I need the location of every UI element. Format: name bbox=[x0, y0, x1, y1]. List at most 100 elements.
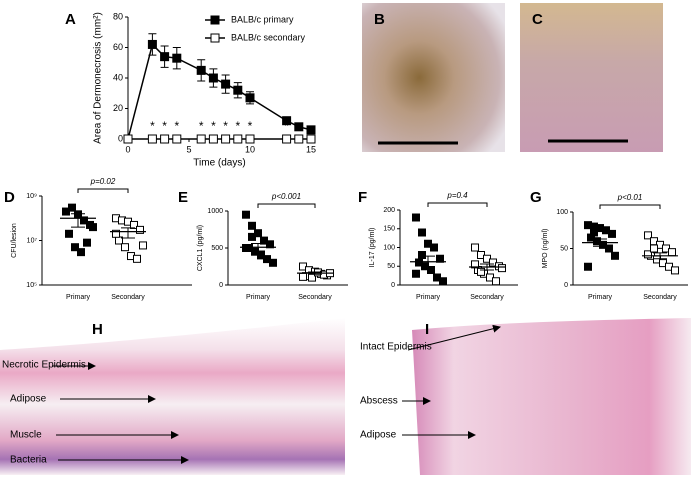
point bbox=[590, 228, 598, 237]
y-tick-label: 0 bbox=[391, 282, 395, 289]
callout: Abscess bbox=[360, 396, 398, 407]
panel-label: G bbox=[530, 189, 542, 206]
point bbox=[299, 272, 307, 281]
bracket bbox=[599, 204, 661, 209]
point bbox=[245, 134, 255, 144]
point bbox=[65, 229, 73, 238]
error-bar bbox=[653, 252, 667, 260]
point bbox=[221, 79, 231, 89]
significance: * bbox=[162, 119, 167, 133]
point bbox=[248, 221, 256, 230]
point bbox=[584, 262, 592, 271]
point bbox=[221, 134, 231, 144]
legend-label: BALB/c secondary bbox=[231, 32, 306, 42]
point bbox=[418, 251, 426, 259]
point bbox=[242, 210, 250, 219]
y-tick-label: 500 bbox=[211, 245, 223, 252]
point bbox=[208, 73, 218, 83]
point bbox=[196, 65, 206, 75]
point bbox=[248, 232, 256, 241]
x-tick-label: Primary bbox=[588, 294, 613, 301]
point bbox=[608, 229, 616, 238]
point bbox=[412, 269, 420, 278]
panel-label: D bbox=[4, 189, 15, 206]
point bbox=[644, 250, 652, 259]
point bbox=[294, 122, 304, 132]
point bbox=[269, 258, 277, 267]
error-bar bbox=[593, 238, 607, 247]
panel-label: I bbox=[425, 321, 429, 338]
p-value: p<0.001 bbox=[271, 192, 301, 201]
y-tick-label: 100 bbox=[556, 209, 568, 216]
point bbox=[172, 134, 182, 144]
y-tick-label: 10⁹ bbox=[26, 193, 37, 200]
arrow bbox=[407, 324, 501, 351]
point bbox=[282, 134, 292, 144]
point bbox=[471, 243, 479, 252]
point bbox=[196, 134, 206, 144]
point bbox=[121, 243, 129, 252]
callout: Necrotic Epidermis bbox=[2, 360, 86, 371]
x-tick-label: Primary bbox=[416, 294, 441, 301]
point bbox=[611, 251, 619, 260]
panel-label: F bbox=[358, 189, 367, 206]
point bbox=[668, 248, 676, 257]
point bbox=[77, 248, 85, 257]
y-tick-label: 0 bbox=[118, 133, 123, 143]
p-value: p=0.4 bbox=[446, 191, 468, 200]
error-bar bbox=[421, 255, 435, 268]
point bbox=[418, 228, 426, 237]
y-tick-label: 50 bbox=[387, 263, 395, 270]
bracket bbox=[257, 203, 316, 208]
point bbox=[282, 116, 292, 126]
x-tick-label: Secondary bbox=[111, 294, 145, 301]
y-axis-label: Area of Dermonecrosis (mm²) bbox=[93, 12, 104, 144]
y-tick-label: 0 bbox=[564, 282, 568, 289]
y-axis-label: IL-17 (pg/ml) bbox=[369, 228, 376, 268]
significance: * bbox=[150, 119, 155, 133]
legend-marker bbox=[210, 15, 220, 25]
callout: Adipose bbox=[10, 394, 47, 405]
point bbox=[123, 134, 133, 144]
panel-label: C bbox=[532, 11, 543, 28]
point bbox=[130, 220, 138, 229]
point bbox=[605, 244, 613, 253]
error-bar bbox=[251, 243, 265, 252]
point bbox=[245, 93, 255, 103]
legend-marker bbox=[210, 33, 220, 43]
p-value: p<0.01 bbox=[617, 193, 643, 202]
y-axis-label: MPO (ng/ml) bbox=[542, 229, 549, 269]
point bbox=[427, 266, 435, 274]
significance: * bbox=[248, 119, 253, 133]
histology-i bbox=[412, 318, 691, 475]
point bbox=[147, 39, 157, 49]
x-tick-label: 5 bbox=[186, 144, 191, 154]
point bbox=[498, 264, 506, 273]
y-tick-label: 150 bbox=[383, 226, 395, 233]
p-value: p=0.02 bbox=[90, 177, 116, 186]
point bbox=[233, 85, 243, 95]
x-tick-label: Primary bbox=[246, 294, 271, 301]
point bbox=[71, 243, 79, 252]
panel-label: A bbox=[65, 11, 76, 28]
point bbox=[136, 225, 144, 234]
y-tick-label: 60 bbox=[113, 42, 123, 52]
legend-label: BALB/c primary bbox=[231, 14, 294, 24]
y-tick-label: 40 bbox=[113, 72, 123, 82]
point bbox=[492, 277, 500, 286]
histology-h bbox=[0, 318, 345, 475]
panel-label: B bbox=[374, 11, 385, 28]
y-tick-label: 20 bbox=[113, 103, 123, 113]
y-axis-label: CXCL1 (pg/ml) bbox=[197, 225, 204, 271]
point bbox=[294, 134, 304, 144]
point bbox=[160, 52, 170, 62]
y-tick-label: 80 bbox=[113, 11, 123, 21]
point bbox=[477, 267, 485, 276]
y-tick-label: 10⁵ bbox=[26, 282, 37, 289]
point bbox=[644, 231, 652, 240]
photo-b bbox=[362, 3, 505, 152]
y-tick-label: 1000 bbox=[207, 208, 223, 215]
panel-label: H bbox=[92, 321, 103, 338]
photo-c bbox=[520, 3, 663, 152]
point bbox=[471, 260, 479, 269]
